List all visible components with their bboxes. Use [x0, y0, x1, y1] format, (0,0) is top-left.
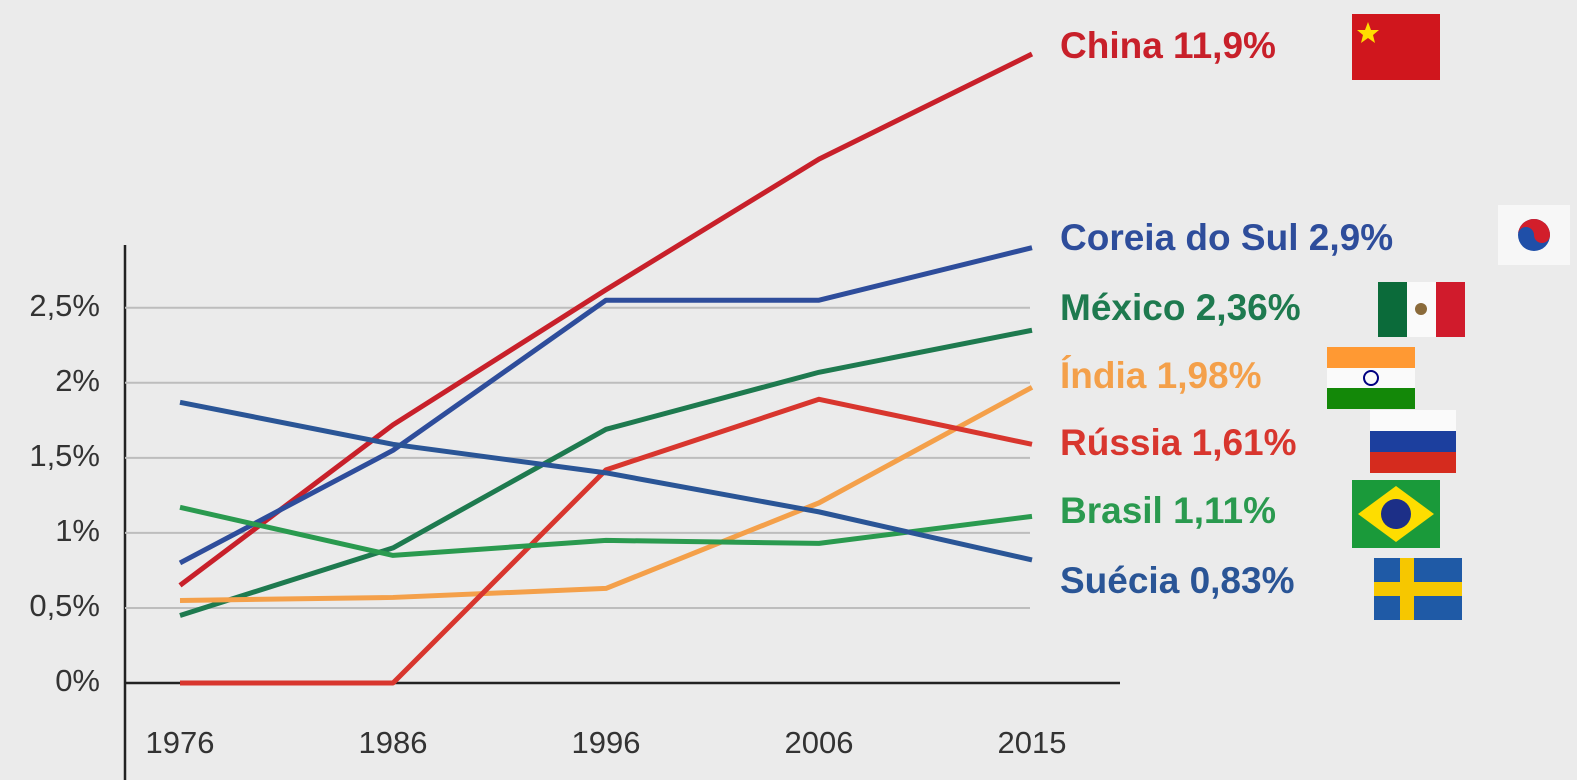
- series-line: [179, 327, 1033, 618]
- x-tick-label: 2006: [785, 725, 854, 760]
- flag-mexico-green: [1378, 282, 1407, 337]
- x-tick-label: 1986: [359, 725, 428, 760]
- flag-korea-top: [1518, 219, 1550, 243]
- y-tick-label: 2,5%: [29, 288, 100, 323]
- flag-mexico-emblem: [1415, 303, 1427, 315]
- flags: [1327, 14, 1570, 620]
- flag-russia-white: [1370, 410, 1456, 431]
- series-line: [180, 396, 1033, 686]
- y-tick-label: 1%: [55, 513, 100, 548]
- series-line: [179, 385, 1034, 603]
- flag-india-saffron: [1327, 347, 1415, 368]
- flag-russia-blue: [1370, 431, 1456, 452]
- series-label: Suécia 0,83%: [1060, 560, 1294, 601]
- series-label: Brasil 1,11%: [1060, 490, 1276, 531]
- y-tick-label: 0,5%: [29, 588, 100, 623]
- flag-sweden-cross-h: [1374, 582, 1462, 596]
- x-tick-label: 2015: [998, 725, 1067, 760]
- flag-india-wheel: [1363, 370, 1379, 386]
- series-label: China 11,9%: [1060, 25, 1276, 66]
- flag-brazil-circle: [1381, 499, 1411, 529]
- x-tick-label: 1996: [572, 725, 641, 760]
- series-label: Índia 1,98%: [1060, 355, 1262, 396]
- flag-mexico-red: [1436, 282, 1465, 337]
- y-tick-label: 2%: [55, 363, 100, 398]
- x-tick-label: 1976: [146, 725, 215, 760]
- flag-china: [1352, 14, 1440, 80]
- series-line: [178, 245, 1033, 566]
- flag-india-white: [1327, 368, 1415, 388]
- flag-india-green: [1327, 388, 1415, 409]
- series-label: Rússia 1,61%: [1060, 422, 1297, 463]
- series-label: México 2,36%: [1060, 287, 1301, 328]
- series-line: [178, 51, 1034, 588]
- series-line: [179, 504, 1033, 558]
- series-label: Coreia do Sul 2,9%: [1060, 217, 1393, 258]
- flag-russia-red: [1370, 452, 1456, 473]
- flag-star: [1357, 22, 1379, 43]
- series-line: [179, 399, 1033, 563]
- y-tick-label: 1,5%: [29, 438, 100, 473]
- y-tick-label: 0%: [55, 663, 100, 698]
